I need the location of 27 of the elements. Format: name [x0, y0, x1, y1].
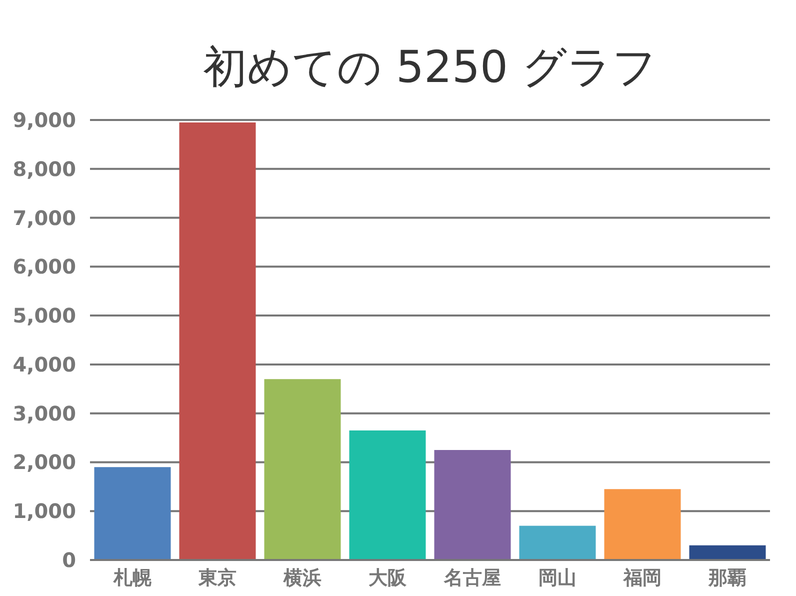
bar	[179, 122, 256, 560]
bar	[519, 526, 596, 560]
x-tick-label: 大阪	[368, 567, 408, 589]
x-tick-label: 岡山	[538, 567, 576, 589]
y-tick-label: 1,000	[12, 499, 76, 524]
y-tick-label: 0	[62, 548, 76, 572]
y-tick-label: 5,000	[12, 304, 76, 328]
y-tick-label: 7,000	[12, 206, 76, 230]
x-tick-label: 名古屋	[443, 567, 501, 589]
y-tick-label: 8,000	[12, 156, 76, 181]
y-tick-label: 3,000	[12, 401, 76, 426]
chart-title: 初めての 5250 グラフ	[203, 42, 657, 93]
bar	[264, 379, 341, 560]
bar	[689, 545, 766, 560]
bar	[94, 467, 171, 560]
y-tick-label: 9,000	[12, 108, 76, 132]
y-tick-label: 6,000	[12, 254, 76, 279]
x-tick-label: 東京	[198, 567, 236, 589]
x-tick-label: 札幌	[112, 567, 152, 589]
x-tick-label: 福岡	[622, 567, 662, 589]
bar	[349, 430, 426, 560]
y-tick-label: 2,000	[12, 450, 76, 474]
bar	[604, 489, 681, 560]
x-tick-label: 那覇	[708, 567, 746, 589]
bar	[434, 450, 511, 560]
x-tick-label: 横浜	[282, 567, 322, 589]
y-tick-label: 4,000	[12, 352, 76, 376]
